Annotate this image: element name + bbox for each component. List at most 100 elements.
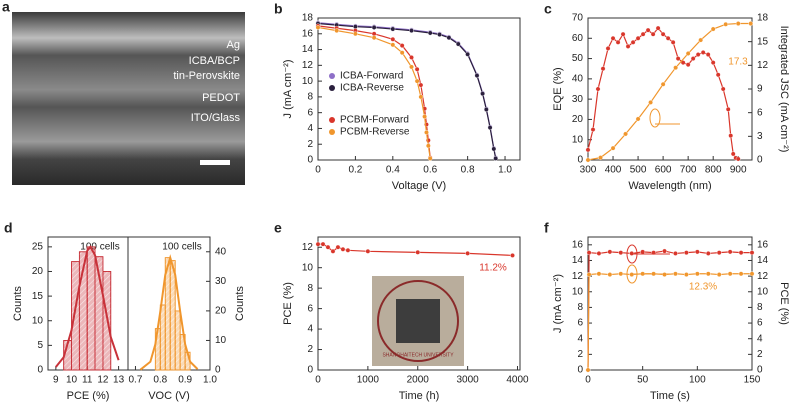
data-point <box>695 52 701 57</box>
data-point <box>690 56 696 61</box>
legend-label: ICBA-Reverse <box>340 83 404 94</box>
y-tick-label: 0 <box>215 365 221 376</box>
y2-tick-label: 16 <box>757 239 769 250</box>
data-point <box>723 21 729 27</box>
x-tick-label: 13 <box>113 375 125 386</box>
data-point <box>630 39 636 45</box>
data-point <box>655 25 661 31</box>
data-point <box>629 251 635 256</box>
data-point <box>727 249 733 255</box>
layer-label: tin-Perovskite <box>173 70 240 82</box>
data-point <box>607 272 613 277</box>
y-tick-label: 10 <box>572 134 584 145</box>
data-point <box>728 133 734 139</box>
data-point <box>635 116 641 122</box>
y-tick-label: 2 <box>307 139 313 150</box>
data-point <box>705 251 711 256</box>
data-point <box>698 37 704 43</box>
data-point <box>665 35 671 41</box>
x-tick-label: 0 <box>585 375 591 386</box>
data-point <box>673 251 678 256</box>
y-tick-label: 4 <box>577 333 583 344</box>
y2-tick-label: 3 <box>757 131 763 142</box>
data-point <box>483 107 489 112</box>
data-point <box>365 248 371 254</box>
data-point <box>409 64 414 70</box>
data-point <box>705 52 711 57</box>
x-tick-label: 1.0 <box>498 165 512 176</box>
data-point <box>371 25 377 30</box>
data-point <box>474 73 480 78</box>
data-point <box>685 62 691 68</box>
data-point <box>673 271 678 277</box>
y2-tick-label: 6 <box>757 318 763 329</box>
series-line <box>587 250 752 371</box>
y-tick-label: 16 <box>302 28 314 39</box>
x-tick-label: 150 <box>744 375 761 386</box>
data-point <box>425 143 431 149</box>
data-point <box>345 247 351 253</box>
plot-frame <box>587 236 753 371</box>
x-tick-label: 500 <box>630 165 647 176</box>
x-tick-label: 900 <box>730 165 747 176</box>
data-point <box>414 78 420 84</box>
data-point <box>585 157 591 163</box>
y-tick-label: 2 <box>307 344 313 355</box>
y2-tick-label: 6 <box>757 107 763 118</box>
y-tick-label: 5 <box>37 340 43 351</box>
inset-device <box>396 299 440 343</box>
data-point <box>415 249 421 255</box>
y-tick-label: 16 <box>572 239 584 250</box>
data-point <box>487 125 493 131</box>
y2-tick-label: 2 <box>757 349 763 360</box>
x-axis-label: Voltage (V) <box>392 180 446 192</box>
x-tick-label: 0.2 <box>348 165 362 176</box>
y-tick-label: 0 <box>577 365 583 376</box>
y-tick-label: 12 <box>302 60 314 71</box>
x-tick-label: 600 <box>655 165 672 176</box>
data-point <box>353 24 358 30</box>
layer-label: ITO/Glass <box>191 112 241 124</box>
data-point <box>727 271 733 277</box>
layer-label: PEDOT <box>202 92 240 104</box>
series-line <box>587 22 751 161</box>
inset-seal <box>377 280 459 362</box>
data-point <box>390 26 396 32</box>
data-point <box>738 271 744 277</box>
x-tick-label: 0.8 <box>461 165 475 176</box>
legend-label: ICBA-Forward <box>340 71 403 82</box>
y-axis-label: J (mA cm⁻²) <box>282 60 294 119</box>
data-point <box>409 28 414 34</box>
data-point <box>629 272 635 277</box>
x-axis-label: VOC (V) <box>148 390 190 402</box>
data-point <box>330 248 336 254</box>
data-point <box>491 146 497 152</box>
annotation: 17.3 <box>728 57 748 68</box>
y-tick-label: 4 <box>307 324 313 335</box>
x-tick-label: 0.8 <box>153 375 167 386</box>
y-tick-label: 10 <box>302 76 314 87</box>
x-tick-label: 0.9 <box>178 375 192 386</box>
data-point <box>640 31 646 37</box>
y-tick-label: 30 <box>215 276 227 287</box>
y-tick-label: 14 <box>302 44 314 55</box>
data-point <box>748 21 754 26</box>
data-point <box>493 156 499 161</box>
y2-tick-label: 4 <box>757 333 763 344</box>
data-point <box>455 41 461 47</box>
y2-tick-label: 14 <box>757 255 769 266</box>
y2-tick-label: 9 <box>757 84 763 95</box>
data-point <box>465 250 471 256</box>
data-point <box>673 65 679 71</box>
histogram-hatch <box>159 304 166 371</box>
x-tick-label: 400 <box>605 165 622 176</box>
y-tick-label: 6 <box>307 107 313 118</box>
data-point <box>422 114 428 120</box>
data-point <box>480 91 485 97</box>
histogram-hatch <box>169 260 176 371</box>
data-point <box>735 21 741 26</box>
y-tick-label: 40 <box>215 246 227 257</box>
x-tick-label: 12 <box>97 375 109 386</box>
y-tick-label: 4 <box>307 123 313 134</box>
data-point <box>598 155 603 161</box>
